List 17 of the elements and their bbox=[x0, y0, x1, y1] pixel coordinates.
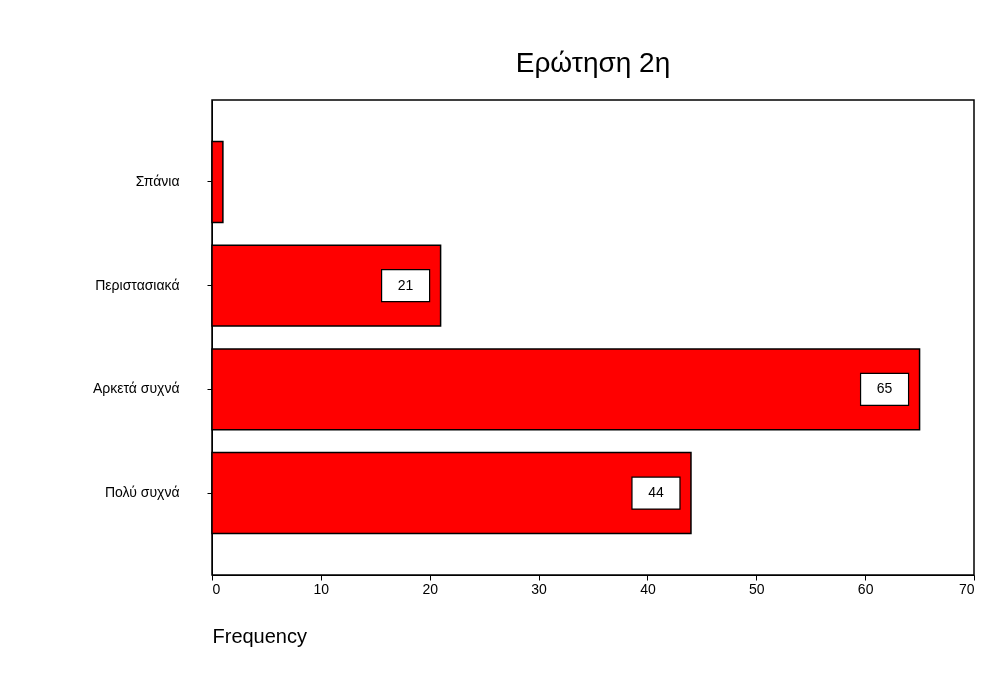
x-tick-label: 0 bbox=[212, 580, 221, 597]
x-tick-label: 70 bbox=[958, 580, 975, 597]
x-tick-label: 50 bbox=[749, 580, 765, 597]
x-tick-label: 10 bbox=[313, 580, 330, 597]
y-tick-label: Πολύ συχνά bbox=[104, 484, 180, 501]
data-label: 21 bbox=[397, 276, 414, 293]
y-tick-label: Σπάνια bbox=[135, 172, 180, 189]
x-tick-label: 30 bbox=[531, 580, 548, 597]
y-tick-label: Περιστασιακά bbox=[95, 276, 180, 293]
y-tick-label: Αρκετά συχνά bbox=[92, 380, 180, 397]
data-label: 44 bbox=[648, 484, 664, 501]
x-tick-label: 40 bbox=[640, 580, 656, 597]
chart-title: Ερώτηση 2η bbox=[515, 47, 671, 78]
data-label: 65 bbox=[876, 380, 893, 397]
x-tick-label: 60 bbox=[857, 580, 874, 597]
x-axis-title: Frequency bbox=[212, 624, 307, 647]
x-tick-label: 20 bbox=[422, 580, 439, 597]
